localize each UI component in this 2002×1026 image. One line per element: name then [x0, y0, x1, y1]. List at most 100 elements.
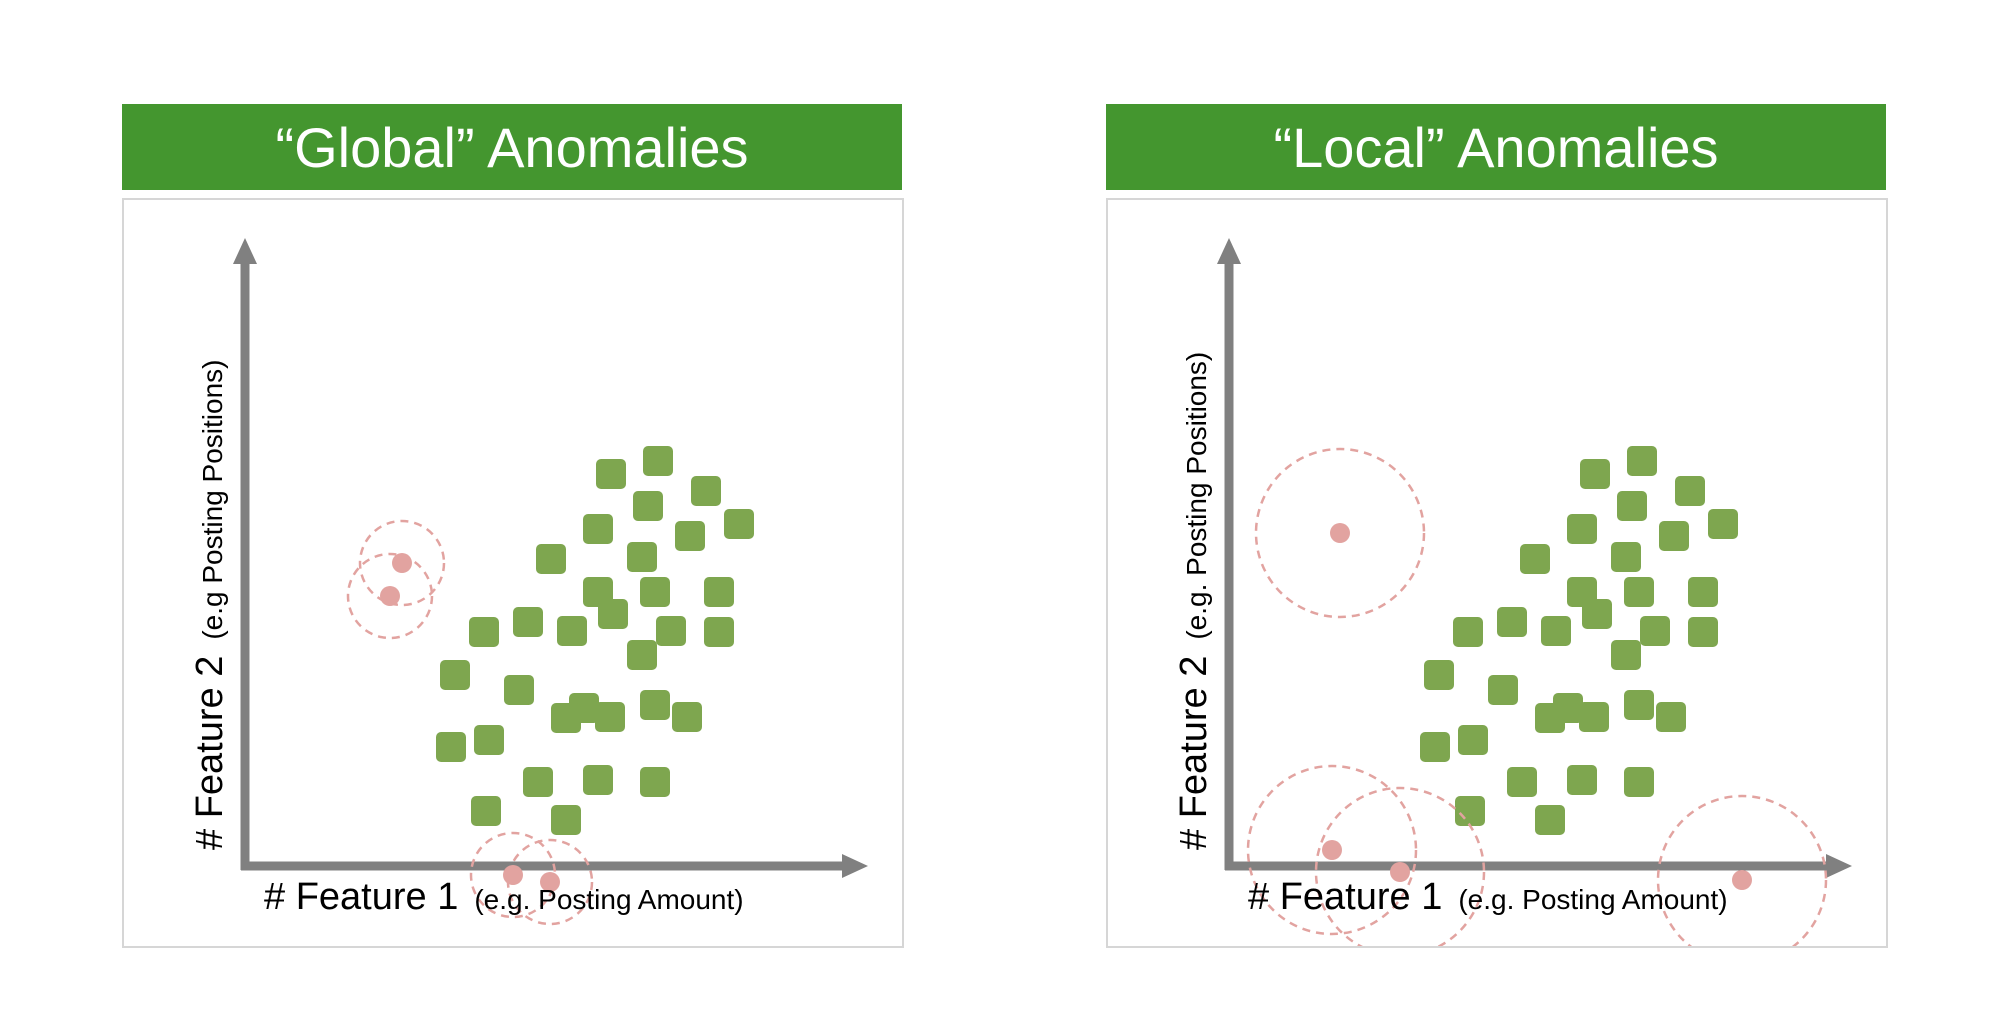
x-axis-label: # Feature 1 (e.g. Posting Amount) — [264, 876, 744, 919]
anomaly-point — [380, 586, 400, 606]
cluster-point — [1455, 796, 1485, 826]
cluster-point — [471, 796, 501, 826]
cluster-point — [1708, 509, 1738, 539]
cluster-point — [1488, 675, 1518, 705]
cluster-point — [1624, 577, 1654, 607]
cluster-point — [595, 702, 625, 732]
plot-area: # Feature 1 (e.g. Posting Amount) # Featu… — [1106, 198, 1888, 948]
cluster-point — [1458, 725, 1488, 755]
y-axis-title: # Feature 2 — [1173, 655, 1215, 850]
neighborhood-circle — [1314, 786, 1486, 946]
cluster-point — [504, 675, 534, 705]
panel-title: “Global” Anomalies — [122, 104, 902, 190]
x-axis-arrowhead — [842, 854, 868, 878]
cluster-point — [1688, 617, 1718, 647]
neighborhood-circle — [1254, 447, 1426, 619]
cluster-point — [523, 767, 553, 797]
cluster-point — [1497, 607, 1527, 637]
cluster-point — [551, 805, 581, 835]
anomaly-point — [1732, 870, 1752, 890]
anomaly-point — [540, 872, 560, 892]
y-axis-arrowhead — [233, 238, 257, 264]
x-axis-label: # Feature 1 (e.g. Posting Amount) — [1248, 876, 1728, 919]
anomaly-point — [1330, 523, 1350, 543]
cluster-point — [557, 616, 587, 646]
cluster-point — [1453, 617, 1483, 647]
cluster-point — [1507, 767, 1537, 797]
cluster-point — [436, 732, 466, 762]
cluster-point — [675, 521, 705, 551]
scatter-diagram — [1217, 238, 1852, 946]
anomaly-point — [1322, 840, 1342, 860]
cluster-point — [704, 617, 734, 647]
local-anomalies-panel: “Local” Anomalies # Feature 1 (e.g. Posti… — [1106, 104, 1888, 948]
cluster-point — [1675, 476, 1705, 506]
cluster-point — [474, 725, 504, 755]
anomaly-point — [392, 553, 412, 573]
cluster-point — [1520, 544, 1550, 574]
cluster-point — [1567, 765, 1597, 795]
cluster-point — [643, 446, 673, 476]
neighborhood-circle — [346, 552, 434, 640]
cluster-point — [536, 544, 566, 574]
cluster-point — [1535, 805, 1565, 835]
y-axis-title: # Feature 2 — [189, 655, 231, 850]
plot-area: # Feature 1 (e.g. Posting Amount) # Featu… — [122, 198, 904, 948]
cluster-point — [633, 491, 663, 521]
cluster-point — [1659, 521, 1689, 551]
neighborhood-circle — [1246, 764, 1418, 936]
cluster-point — [513, 607, 543, 637]
cluster-point — [627, 542, 657, 572]
cluster-point — [1611, 542, 1641, 572]
cluster-point — [1617, 491, 1647, 521]
anomaly-point — [1390, 862, 1410, 882]
cluster-point — [583, 514, 613, 544]
cluster-point — [598, 599, 628, 629]
cluster-point — [691, 476, 721, 506]
x-axis-arrowhead — [1826, 854, 1852, 878]
cluster-point — [656, 616, 686, 646]
cluster-point — [627, 640, 657, 670]
neighborhood-circle — [1656, 794, 1828, 946]
cluster-point — [1579, 702, 1609, 732]
cluster-point — [1420, 732, 1450, 762]
cluster-point — [1611, 640, 1641, 670]
scatter-diagram — [233, 238, 868, 926]
x-axis-subtitle: (e.g. Posting Amount) — [474, 884, 744, 915]
y-axis-subtitle: (e.g. Posting Positions) — [1181, 351, 1212, 640]
cluster-point — [1541, 616, 1571, 646]
cluster-point — [640, 577, 670, 607]
y-axis-label: # Feature 2 (e.g. Posting Positions) — [1173, 352, 1216, 850]
cluster-point — [1624, 767, 1654, 797]
cluster-point — [1424, 660, 1454, 690]
y-axis-subtitle: (e.g Posting Positions) — [197, 359, 228, 640]
cluster-point — [1535, 703, 1565, 733]
cluster-point — [1567, 514, 1597, 544]
cluster-point — [1640, 616, 1670, 646]
cluster-point — [1627, 446, 1657, 476]
panel-title: “Local” Anomalies — [1106, 104, 1886, 190]
cluster-point — [596, 459, 626, 489]
y-axis-arrowhead — [1217, 238, 1241, 264]
cluster-point — [1656, 702, 1686, 732]
cluster-point — [551, 703, 581, 733]
cluster-point — [440, 660, 470, 690]
cluster-point — [1582, 599, 1612, 629]
cluster-point — [583, 765, 613, 795]
cluster-point — [1624, 690, 1654, 720]
cluster-point — [1580, 459, 1610, 489]
cluster-point — [724, 509, 754, 539]
global-anomalies-panel: “Global” Anomalies # Feature 1 (e.g. Post… — [122, 104, 904, 948]
anomaly-point — [503, 865, 523, 885]
cluster-point — [704, 577, 734, 607]
neighborhood-circle — [358, 519, 446, 607]
x-axis-title: # Feature 1 — [1248, 876, 1443, 918]
x-axis-title: # Feature 1 — [264, 876, 459, 918]
cluster-point — [640, 767, 670, 797]
cluster-point — [672, 702, 702, 732]
cluster-point — [469, 617, 499, 647]
y-axis-label: # Feature 2 (e.g Posting Positions) — [189, 360, 232, 850]
cluster-point — [1688, 577, 1718, 607]
cluster-point — [640, 690, 670, 720]
x-axis-subtitle: (e.g. Posting Amount) — [1458, 884, 1728, 915]
